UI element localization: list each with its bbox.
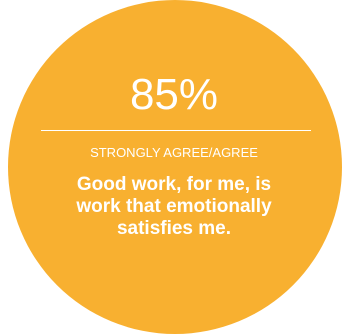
stat-label: STRONGLY AGREE/AGREE	[90, 145, 258, 160]
stat-circle	[8, 0, 342, 334]
stat-percent: 85%	[129, 70, 219, 119]
divider	[41, 130, 311, 131]
stat-statement: Good work, for me, is work that emotiona…	[76, 174, 272, 239]
